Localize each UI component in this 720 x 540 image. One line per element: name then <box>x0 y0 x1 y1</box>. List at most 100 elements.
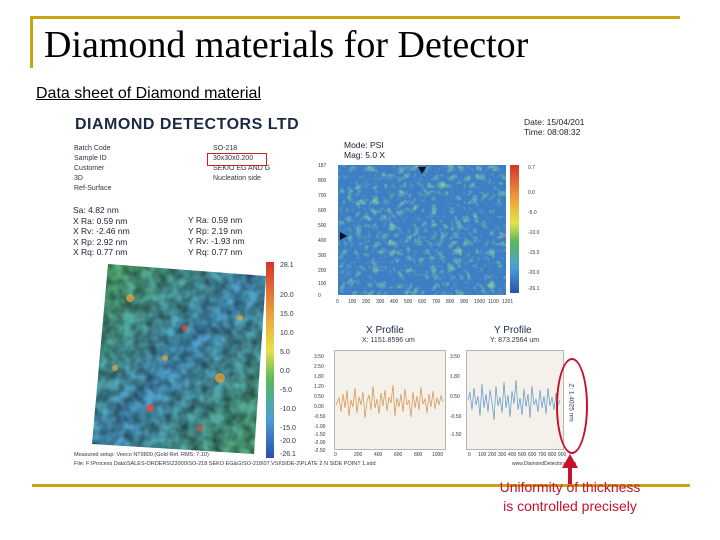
info-value: SEKIO EG AND G <box>213 165 271 172</box>
profile-y-tick: 1.80 <box>314 374 324 380</box>
x-profile-x-ticks: 0 200 400 600 800 1000 <box>334 452 446 460</box>
profile-y-tick: 2.50 <box>314 364 324 370</box>
colorbar-tick: -5.0 <box>280 387 293 394</box>
thickness-highlight-ellipse <box>556 358 588 454</box>
stat-value: Sa: 4.82 nm <box>73 205 119 215</box>
map-x-tick: 1000 <box>474 299 486 305</box>
profile-x-tick: 0 <box>334 452 337 458</box>
map-y-tick: 300 <box>318 253 327 259</box>
profile-y-tick: -2.00 <box>314 440 326 446</box>
profile-x-tick: 600 <box>394 452 403 458</box>
map-y-tick: 0 <box>318 293 321 299</box>
colorbar-tick: 10.0 <box>280 330 294 337</box>
colorbar-tick: -10.0 <box>280 406 296 413</box>
profile-x-tick: 100 <box>478 452 487 458</box>
profile-x-tick: 600 <box>528 452 537 458</box>
x-profile-title: X Profile <box>366 325 404 336</box>
profile-y-tick: -1.50 <box>314 432 326 438</box>
colorbar-tick: 28.1 <box>280 262 294 269</box>
profile-y-tick: -1.50 <box>450 432 462 438</box>
colorbar-tick: 0.0 <box>280 368 290 375</box>
profile-y-tick: 1.80 <box>450 374 460 380</box>
stat-value: X Rq: 0.77 nm <box>73 247 128 257</box>
map-x-tick: 800 <box>446 299 455 305</box>
info-label: Customer <box>74 165 105 172</box>
map-x-tick: 400 <box>390 299 399 305</box>
datasheet-date: Date: 15/04/201 <box>524 117 585 127</box>
profile-y-tick: 3.50 <box>314 354 324 360</box>
surface-speckle <box>92 264 266 454</box>
profile-y-tick: -2.50 <box>314 448 326 454</box>
y-profile-subtitle: Y: 873.2564 um <box>490 337 540 344</box>
colorbar-map-tick: -20.0 <box>528 270 540 276</box>
map-y-tick: 500 <box>318 223 327 229</box>
colorbar-tick: -15.0 <box>280 425 296 432</box>
stat-value: X Rp: 2.92 nm <box>73 236 128 247</box>
colorbar-tick: -20.0 <box>280 438 296 445</box>
arrow-head-icon <box>562 454 578 468</box>
stat-value: X Rv: -2.46 nm <box>73 226 130 236</box>
title-frame-vertical <box>30 16 33 68</box>
profile-x-tick: 200 <box>354 452 363 458</box>
map-x-ticks: 0 100 200 300 400 500 600 700 800 900 10… <box>336 299 513 307</box>
arrow-shaft <box>568 468 572 484</box>
colorbar-tick: 20.0 <box>280 292 294 299</box>
annotation-line-2: is controlled precisely <box>503 498 637 514</box>
map-x-tick: 0 <box>336 299 339 305</box>
profile-y-tick: -1.00 <box>314 424 326 430</box>
profile-y-tick: 3.50 <box>450 354 460 360</box>
x-profile-y-ticks: 3.50 2.50 1.80 1.20 0.50 0.00 -0.50 -1.0… <box>314 354 334 454</box>
stats-left: Sa: 4.82 nm X Ra: 0.59 nm X Rv: -2.46 nm… <box>73 205 130 258</box>
info-labels: Batch Code Sample ID Customer 3D Ref-Sur… <box>74 145 111 195</box>
stat-value: Y Ra: 0.59 nm <box>188 215 243 225</box>
colorbar-map-tick: 0.7 <box>528 165 535 171</box>
y-profile-plot <box>466 350 564 450</box>
colorbar-tick: 15.0 <box>280 311 294 318</box>
surface-3d-plot <box>92 264 266 454</box>
y-profile-x-ticks: 0 100 200 300 400 500 600 700 800 900 <box>468 452 566 460</box>
profile-y-tick: 0.00 <box>314 404 324 410</box>
map-y-tick: 700 <box>318 193 327 199</box>
datasheet-company: DIAMOND DETECTORS LTD <box>75 116 300 133</box>
profile-y-tick: -0.50 <box>314 414 326 420</box>
profile-y-tick: -0.50 <box>450 414 462 420</box>
colorbar-tick: 5.0 <box>280 349 290 356</box>
map-y-tick: 400 <box>318 238 327 244</box>
profile-x-tick: 800 <box>548 452 557 458</box>
map-x-tick: 100 <box>348 299 357 305</box>
datasheet-mode: Mode: PSI <box>344 140 384 150</box>
colorbar-map-ticks: 0.7 0.0 -5.0 -10.0 -15.0 -20.0 -26.1 <box>528 165 548 293</box>
datasheet-time: Time: 08:08:32 <box>524 127 581 137</box>
surface-hotspots <box>112 294 243 431</box>
map-cursor-left <box>340 232 347 240</box>
title-frame-horizontal <box>30 16 680 19</box>
colorbar-map-tick: 0.0 <box>528 190 535 196</box>
map-y-ticks: 187 800 700 600 500 400 300 200 100 0 <box>318 163 334 303</box>
stat-value: Y Rq: 0.77 nm <box>188 246 243 257</box>
x-profile-trace <box>335 384 444 419</box>
footer-file: File: F:\Process Data\SALES-ORDERS\23000… <box>74 461 376 467</box>
colorbar-3d <box>266 262 274 458</box>
profile-x-tick: 400 <box>374 452 383 458</box>
profile-x-tick: 700 <box>538 452 547 458</box>
map-y-tick: 800 <box>318 178 327 184</box>
datasheet-subtitle: Data sheet of Diamond material <box>36 85 261 102</box>
profile-x-tick: 400 <box>508 452 517 458</box>
annotation-line-1: Uniformity of thickness <box>499 479 641 495</box>
map-x-tick: 1100 <box>488 299 499 305</box>
stat-value: X Ra: 0.59 nm <box>73 215 128 226</box>
colorbar-map-tick: -26.1 <box>528 286 540 292</box>
map-x-tick: 500 <box>404 299 413 305</box>
info-label: Batch Code <box>74 145 111 152</box>
footer-website: www.DiamondDetectors.com <box>512 461 577 467</box>
map-y-tick: 187 <box>318 163 327 169</box>
map-y-tick: 200 <box>318 268 327 274</box>
info-value: SO-218 <box>213 145 238 152</box>
map-x-tick: 600 <box>418 299 427 305</box>
y-profile-y-ticks: 3.50 1.80 0.50 -0.50 -1.50 <box>450 354 466 454</box>
colorbar-tick: -26.1 <box>280 451 296 458</box>
info-label: Sample ID <box>74 155 107 162</box>
x-profile-plot <box>334 350 446 450</box>
map-y-tick: 100 <box>318 281 327 287</box>
map-cursor-top <box>418 167 426 174</box>
